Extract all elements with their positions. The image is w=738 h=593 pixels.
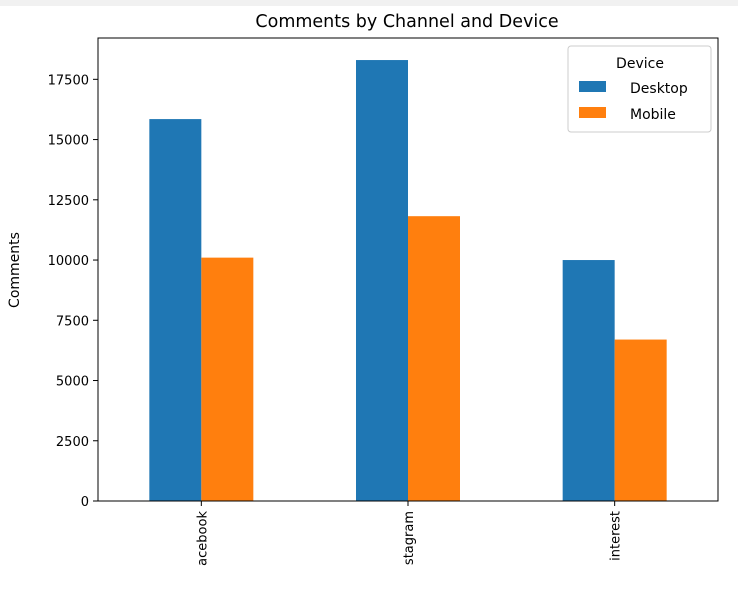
y-ticks-group: 0 2500 5000 7500 10000 12500 15000 17500 bbox=[48, 73, 98, 510]
bar-desktop-pinterest bbox=[562, 260, 615, 501]
y-tick-label: 17500 bbox=[48, 73, 89, 88]
x-tick-label-instagram: stagram bbox=[402, 511, 417, 565]
bar-desktop-instagram bbox=[356, 60, 408, 502]
legend-label-desktop: Desktop bbox=[630, 81, 688, 97]
bar-desktop-facebook bbox=[149, 119, 202, 502]
bars-group bbox=[149, 60, 667, 502]
legend-swatch-mobile bbox=[579, 107, 606, 118]
bar-mobile-instagram bbox=[408, 216, 460, 501]
legend-label-mobile: Mobile bbox=[630, 107, 676, 123]
bar-mobile-facebook bbox=[201, 257, 254, 501]
x-tick-label-facebook: acebook bbox=[195, 511, 210, 566]
y-tick-label: 7500 bbox=[56, 314, 89, 329]
y-tick-label: 10000 bbox=[48, 254, 89, 269]
chart-title: Comments by Channel and Device bbox=[255, 12, 558, 32]
y-tick-label: 5000 bbox=[56, 375, 89, 390]
legend: Device Desktop Mobile bbox=[567, 45, 712, 133]
y-tick-label: 12500 bbox=[48, 194, 89, 209]
y-tick-label: 15000 bbox=[48, 134, 89, 149]
y-axis-label: Comments bbox=[7, 232, 23, 308]
y-tick-label: 0 bbox=[81, 495, 89, 510]
y-tick-label: 2500 bbox=[56, 435, 89, 450]
bar-mobile-pinterest bbox=[614, 339, 667, 501]
x-tick-label-pinterest: interest bbox=[609, 511, 624, 561]
x-ticks-group: acebook stagram interest bbox=[195, 501, 624, 566]
legend-title: Device bbox=[616, 56, 664, 72]
top-band bbox=[0, 0, 738, 6]
legend-swatch-desktop bbox=[579, 81, 606, 92]
